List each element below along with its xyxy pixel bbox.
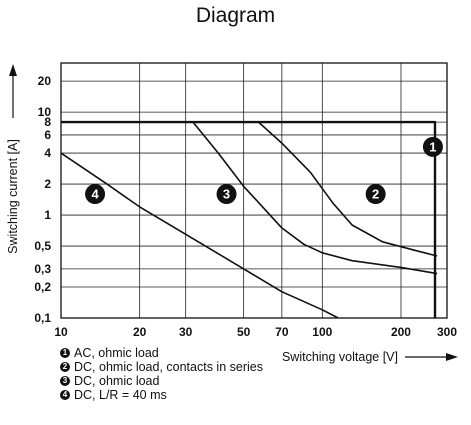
curve-marker-label: 4 [91,187,99,202]
legend-item: 4 DC, L/R = 40 ms [60,388,263,402]
legend-item: 2 DC, ohmic load, contacts in series [60,360,263,374]
chart-title: Diagram [195,4,276,27]
legend-marker: 1 [60,348,70,358]
x-tick-label: 300 [437,325,457,339]
legend-label: DC, L/R = 40 ms [74,388,167,402]
legend-item: 1 AC, ohmic load [60,346,263,360]
curve-marker-3 [216,184,237,205]
x-axis-label: Switching voltage [V] [282,350,398,364]
plot-frame [60,62,448,319]
y-tick-label: 10 [38,105,52,119]
y-tick-label: 0,3 [34,262,51,276]
curve-marker-label: 3 [223,187,230,202]
x-tick-label: 200 [391,325,411,339]
y-tick-label: 0,5 [34,239,51,253]
y-tick-label: 8 [44,115,51,129]
y-tick-label: 2 [44,177,51,191]
x-tick-label: 50 [237,325,251,339]
legend-item: 3 DC, ohmic load [60,374,263,388]
x-tick-label: 20 [133,325,147,339]
legend-marker: 4 [60,390,70,400]
x-tick-label: 70 [275,325,289,339]
legend-marker: 2 [60,362,70,372]
y-tick-label: 20 [38,74,52,88]
legend-label: DC, ohmic load, contacts in series [74,360,263,374]
legend: 1 AC, ohmic load 2 DC, ohmic load, conta… [60,346,263,402]
x-tick-label: 30 [179,325,193,339]
x-tick-label: 100 [312,325,332,339]
curve-marker-4 [85,184,106,205]
curve-marker-1 [422,136,443,157]
y-axis-arrowhead [9,64,17,76]
curve-marker-2 [365,184,386,205]
y-axis-label: Switching current [A] [6,139,20,254]
curve-3 [192,121,438,275]
y-tick-label: 4 [44,146,51,160]
y-tick-label: 0,2 [34,280,51,294]
legend-label: DC, ohmic load [74,374,160,388]
curve-1 [61,120,437,318]
x-tick-label: 10 [54,325,68,339]
curve-marker-label: 2 [372,187,379,202]
curve-2 [257,121,438,257]
legend-label: AC, ohmic load [74,346,159,360]
y-tick-label: 0,1 [34,311,51,325]
y-tick-label: 6 [44,128,51,142]
curve-marker-label: 1 [429,139,436,154]
curve-4 [60,152,339,319]
y-tick-label: 1 [44,208,51,222]
x-axis-arrowhead [446,353,458,361]
legend-marker: 3 [60,376,70,386]
